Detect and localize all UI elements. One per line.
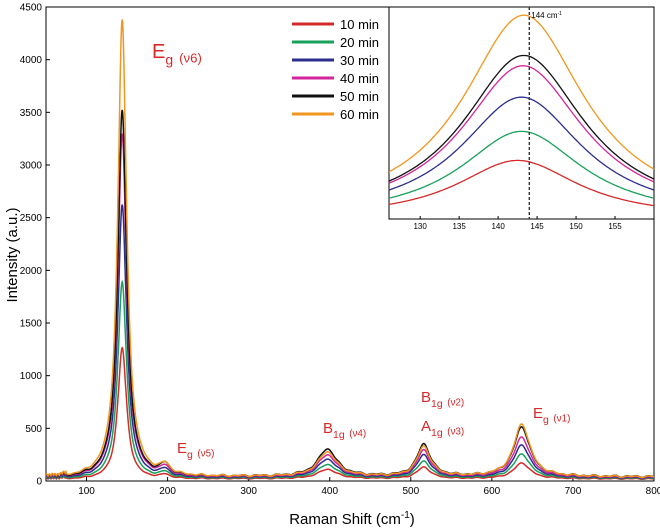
peak-label-3-sub: 1g [431, 398, 443, 410]
peak-label-1-mode: (ν5) [197, 448, 214, 459]
legend-label-1: 20 min [340, 35, 379, 50]
inset-series-line-2 [388, 96, 655, 191]
y-tick-label-9: 4500 [20, 3, 43, 14]
y-tick-label-0: 0 [36, 477, 42, 488]
inset-x-tick-label-0: 130 [413, 222, 427, 231]
inset-frame [388, 6, 655, 220]
peak-label-4: A1g (ν3) [421, 418, 464, 439]
y-axis-title: Intensity (a.u.) [4, 207, 21, 302]
legend-label-3: 40 min [340, 71, 379, 86]
legend-label-4: 50 min [340, 89, 379, 104]
peak-label-3-letter: B [421, 389, 431, 406]
x-tick-label-4: 500 [402, 486, 419, 497]
x-tick-label-3: 400 [321, 486, 338, 497]
legend-label-0: 10 min [340, 17, 379, 32]
series-line-5 [45, 19, 654, 479]
y-tick-label-8: 4000 [20, 55, 43, 66]
x-axis-title-sup: -1 [401, 510, 410, 521]
inset-series-line-5 [388, 14, 655, 173]
inset-x-axis-ticks: 130 135 140 145 150 155 [413, 216, 622, 231]
y-tick-label-3: 1500 [20, 319, 43, 330]
peak-annotations: Eg (ν6)Eg (ν5)B1g (ν4)B1g (ν2)A1g (ν3)Eg (ν1) [152, 41, 570, 461]
x-tick-label-2: 300 [240, 486, 257, 497]
peak-label-4-sub: 1g [431, 427, 443, 439]
x-axis-title-close: ) [410, 511, 415, 528]
peak-label-3-mode: (ν2) [447, 397, 464, 408]
y-tick-label-5: 2500 [20, 213, 43, 224]
y-tick-label-2: 1000 [20, 371, 43, 382]
peak-label-4-letter: A [421, 418, 431, 435]
series-line-0 [45, 346, 654, 481]
inset-x-tick-label-4: 150 [569, 222, 583, 231]
peak-label-2-sub: 1g [333, 429, 345, 441]
peak-label-5: Eg (ν1) [533, 405, 570, 426]
x-axis-title: Raman Shift (cm-1) [289, 510, 415, 528]
inset-x-tick-label-3: 145 [530, 222, 544, 231]
peak-label-3: B1g (ν2) [421, 389, 464, 410]
peak-label-5-sub: g [543, 414, 549, 426]
peak-label-0-sub: g [165, 51, 173, 67]
x-tick-label-0: 100 [78, 486, 95, 497]
inset-series-lines [388, 14, 655, 207]
series-line-3 [45, 133, 654, 479]
inset-plot: 130 135 140 145 150 155 144 cm-1 [388, 6, 655, 231]
series-line-1 [45, 279, 654, 480]
x-axis-ticks: 100 200 300 400 500 600 700 800 [78, 477, 660, 497]
series-lines [45, 19, 654, 481]
inset-marker-label-sup: -1 [558, 11, 563, 17]
x-tick-label-6: 700 [565, 486, 582, 497]
x-tick-label-5: 600 [484, 486, 501, 497]
x-tick-label-1: 200 [159, 486, 176, 497]
peak-label-0: Eg (ν6) [152, 41, 202, 67]
x-axis-title-main: Raman Shift (cm [289, 511, 401, 528]
peak-label-1-sub: g [187, 449, 193, 461]
legend-label-2: 30 min [340, 53, 379, 68]
inset-x-tick-label-2: 140 [491, 222, 505, 231]
inset-x-tick-label-1: 135 [452, 222, 466, 231]
inset-series-line-4 [388, 54, 655, 182]
peak-label-5-mode: (ν1) [553, 413, 570, 424]
peak-label-5-letter: E [533, 405, 543, 422]
peak-label-4-mode: (ν3) [447, 426, 464, 437]
y-tick-label-1: 500 [25, 424, 42, 435]
inset-marker-label: 144 cm-1 [531, 11, 562, 20]
y-axis-ticks: 0 500 1000 1500 2000 2500 3000 3500 4000 4500 [20, 3, 50, 488]
x-tick-label-7: 800 [646, 486, 660, 497]
peak-label-2-letter: B [323, 420, 333, 437]
inset-series-line-3 [388, 65, 655, 184]
peak-label-0-mode: (ν6) [179, 50, 202, 65]
peak-label-0-letter: E [152, 41, 165, 63]
y-tick-label-4: 2000 [20, 266, 43, 277]
peak-label-1-letter: E [177, 440, 187, 457]
inset-marker-label-main: 144 cm [531, 11, 558, 20]
legend-label-5: 60 min [340, 107, 379, 122]
y-tick-label-6: 3000 [20, 161, 43, 172]
inset-series-line-0 [388, 159, 655, 207]
y-tick-label-7: 3500 [20, 108, 43, 119]
plot-frame [45, 6, 655, 482]
legend: 10 min 20 min 30 min 40 min 50 min 60 min [292, 17, 379, 122]
peak-label-1: Eg (ν5) [177, 440, 214, 461]
series-line-2 [45, 204, 654, 480]
inset-x-tick-label-5: 155 [608, 222, 622, 231]
main-plot: 0 500 1000 1500 2000 2500 3000 3500 4000 4500 100… [20, 3, 660, 498]
peak-label-2-mode: (ν4) [349, 428, 366, 439]
peak-label-2: B1g (ν4) [323, 420, 366, 441]
inset-series-line-1 [388, 130, 655, 199]
